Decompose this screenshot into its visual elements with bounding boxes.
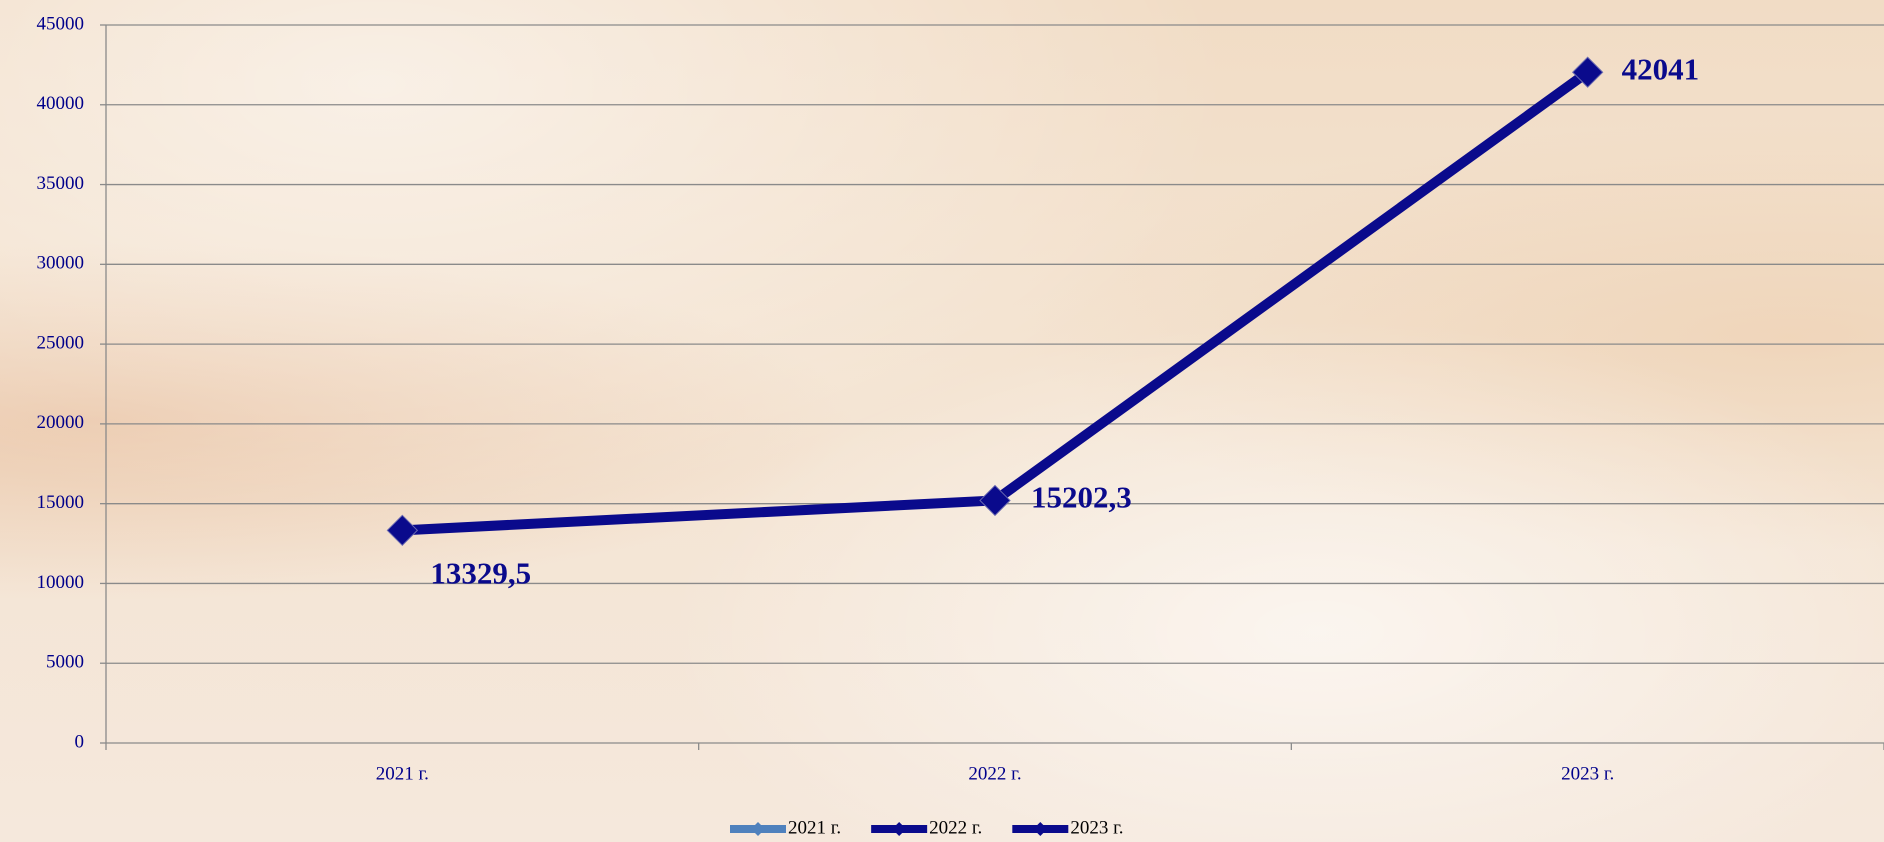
data-label: 13329,5 bbox=[430, 555, 531, 590]
x-tick-label: 2022 г. bbox=[968, 763, 1021, 784]
y-tick-label: 40000 bbox=[37, 93, 85, 114]
series-line bbox=[402, 68, 1591, 536]
data-point bbox=[979, 484, 1011, 517]
y-tick-label: 25000 bbox=[37, 332, 85, 353]
y-tick-label: 30000 bbox=[37, 253, 85, 274]
y-tick-label: 35000 bbox=[37, 173, 85, 194]
legend-marker bbox=[892, 822, 907, 836]
x-tick-label: 2023 г. bbox=[1561, 763, 1614, 784]
legend-marker bbox=[751, 822, 765, 836]
y-tick-label: 15000 bbox=[37, 492, 85, 513]
y-tick-label: 5000 bbox=[46, 652, 84, 673]
legend-label: 2021 г. bbox=[788, 817, 841, 838]
data-label: 42041 bbox=[1622, 51, 1700, 86]
y-tick-label: 10000 bbox=[37, 572, 85, 593]
data-label: 15202,3 bbox=[1031, 480, 1132, 515]
x-tick-label: 2021 г. bbox=[376, 763, 429, 784]
y-tick-label: 45000 bbox=[37, 13, 85, 34]
data-point bbox=[386, 514, 419, 547]
data-point bbox=[1571, 56, 1604, 88]
y-tick-label: 20000 bbox=[37, 412, 85, 433]
legend-marker bbox=[1033, 822, 1048, 836]
legend-label: 2022 г. bbox=[929, 817, 982, 838]
y-tick-label: 0 bbox=[75, 731, 85, 752]
legend-label: 2023 г. bbox=[1070, 817, 1123, 838]
